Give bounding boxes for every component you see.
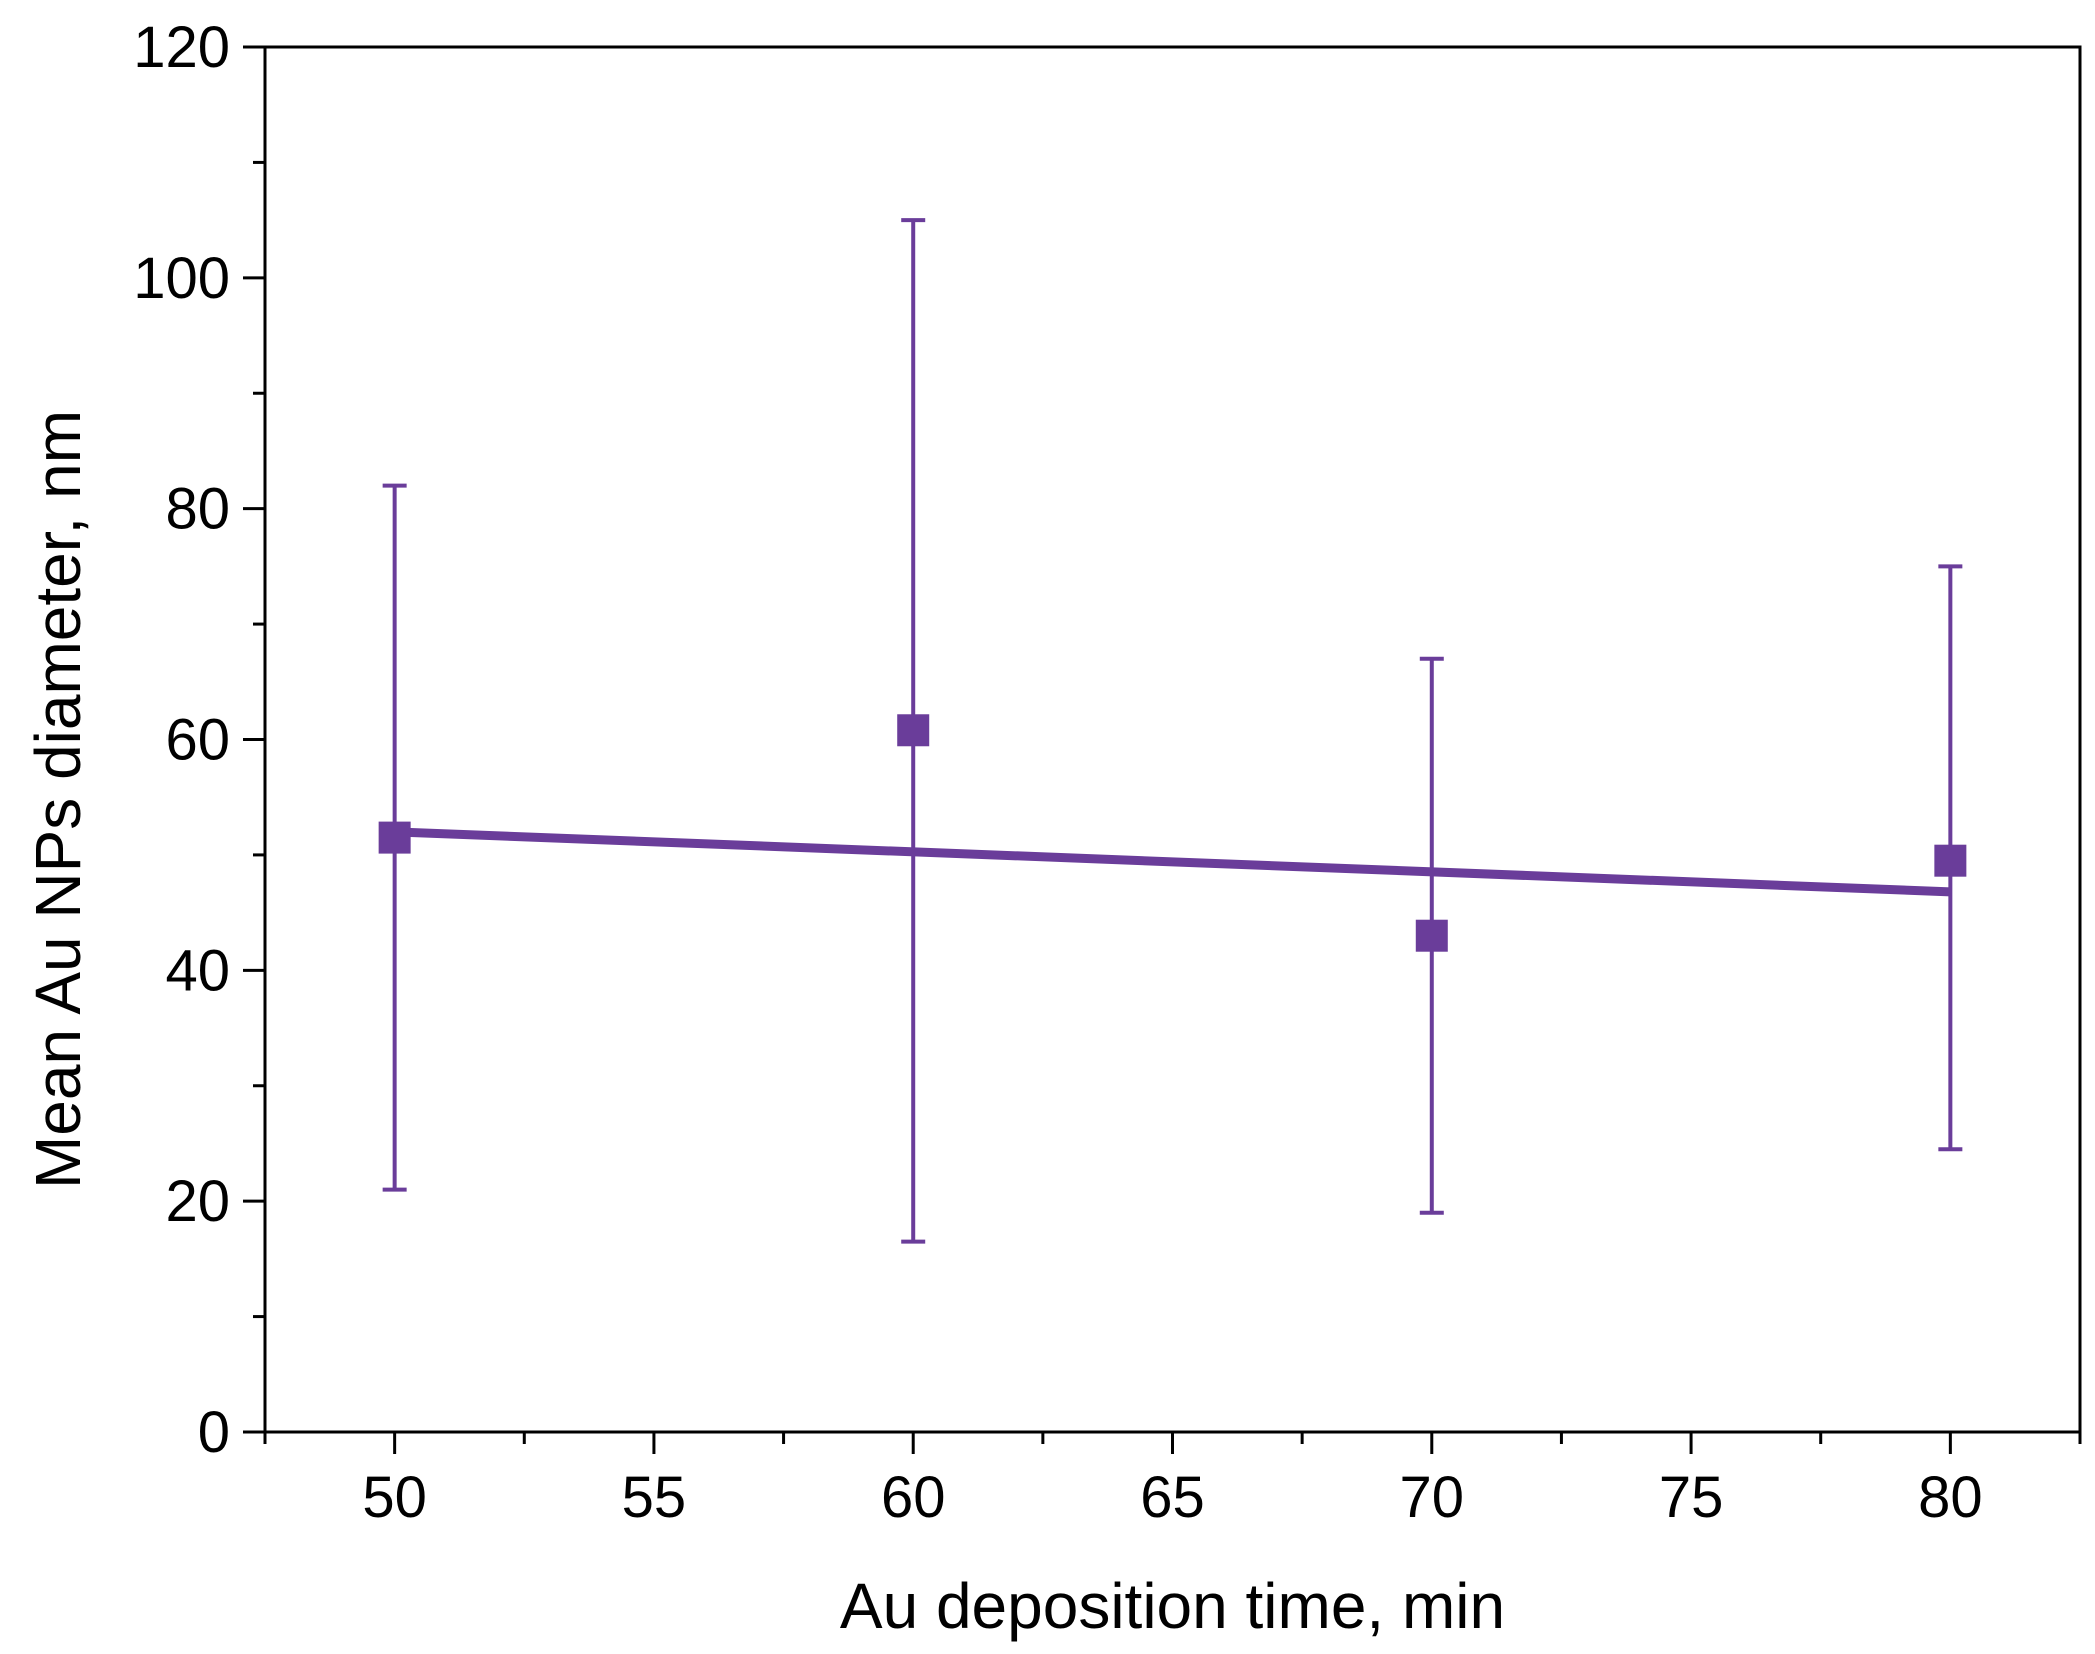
x-tick-label: 80 xyxy=(1918,1465,1983,1530)
data-points xyxy=(378,714,1967,952)
y-tick-label: 120 xyxy=(133,15,230,80)
data-point xyxy=(378,821,411,854)
data-point xyxy=(1934,844,1967,877)
y-tick-label: 40 xyxy=(165,938,230,1003)
x-tick-label: 70 xyxy=(1400,1465,1465,1530)
x-axis-title: Au deposition time, min xyxy=(840,1570,1505,1642)
plot-frame xyxy=(263,45,2082,1434)
x-axis: 50 55 60 65 70 75 80 xyxy=(263,1432,2082,1530)
y-tick-label: 100 xyxy=(133,246,230,311)
data-point xyxy=(897,714,930,747)
x-tick-label: 65 xyxy=(1140,1465,1205,1530)
x-tick-label: 75 xyxy=(1659,1465,1724,1530)
y-tick-label: 80 xyxy=(165,477,230,542)
y-tick-label: 0 xyxy=(198,1400,230,1465)
x-tick-label: 60 xyxy=(881,1465,946,1530)
x-tick-label: 50 xyxy=(362,1465,427,1530)
y-axis: 0 20 40 60 80 100 120 xyxy=(133,15,265,1465)
x-tick-label: 55 xyxy=(622,1465,687,1530)
fit-line xyxy=(394,827,1951,897)
y-axis-title: Mean Au NPs diameter, nm xyxy=(22,410,94,1189)
error-bars xyxy=(382,218,1963,1244)
y-tick-label: 20 xyxy=(165,1169,230,1234)
plot-area xyxy=(263,45,2082,1434)
y-tick-label: 60 xyxy=(165,708,230,773)
data-point xyxy=(1415,919,1448,952)
